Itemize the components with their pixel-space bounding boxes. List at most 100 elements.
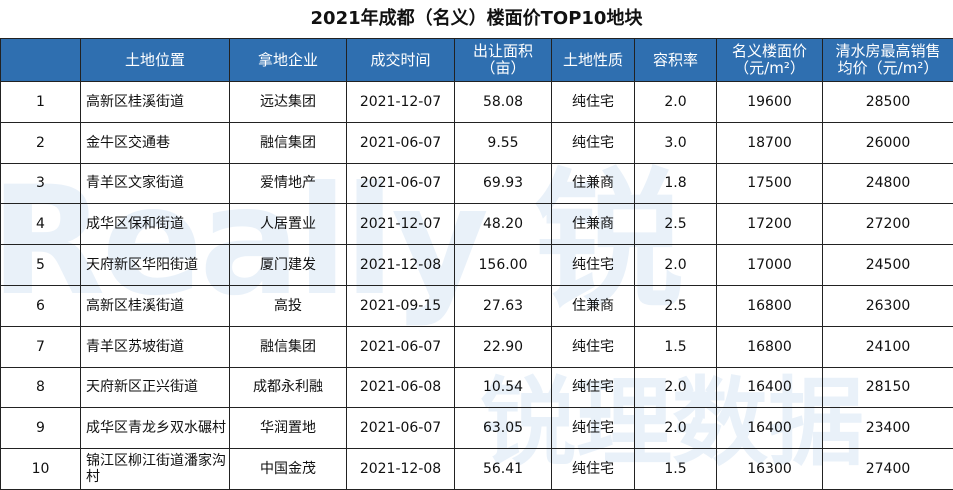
cell-floor-price: 17000 bbox=[716, 244, 823, 286]
cell-area: 69.93 bbox=[454, 162, 552, 205]
land-top10-table: 土地位置 拿地企业 成交时间 出让面积 （亩） 土地性质 容积率 名义楼面价 （元/m²） 清水房… bbox=[0, 38, 953, 490]
table-row: 2 金牛区交通巷 融信集团 2021-06-07 9.55 纯住宅 3.0 18700 2600… bbox=[0, 121, 953, 164]
cell-location: 成华区保和街道 bbox=[80, 203, 230, 246]
cell-land-type: 纯住宅 bbox=[551, 448, 635, 490]
cell-location: 成华区青龙乡双水碾村 bbox=[80, 407, 230, 450]
cell-plot-ratio: 2.0 bbox=[634, 407, 717, 450]
cell-deal-date: 2021-12-07 bbox=[346, 203, 455, 246]
header-index bbox=[0, 38, 81, 82]
cell-area: 10.54 bbox=[454, 366, 552, 409]
header-area: 出让面积 （亩） bbox=[454, 38, 552, 82]
cell-max-sale-price: 23400 bbox=[822, 407, 953, 450]
cell-deal-date: 2021-06-08 bbox=[346, 366, 455, 409]
cell-plot-ratio: 1.5 bbox=[634, 325, 717, 368]
cell-floor-price: 16800 bbox=[716, 325, 823, 368]
cell-index: 5 bbox=[0, 244, 81, 286]
cell-max-sale-price: 28500 bbox=[822, 81, 953, 123]
cell-location: 青羊区文家街道 bbox=[80, 162, 230, 205]
cell-deal-date: 2021-12-07 bbox=[346, 81, 455, 123]
cell-floor-price: 19600 bbox=[716, 81, 823, 123]
cell-index: 4 bbox=[0, 203, 81, 246]
cell-max-sale-price: 24500 bbox=[822, 244, 953, 286]
cell-developer: 爱情地产 bbox=[229, 162, 347, 205]
cell-max-sale-price: 26300 bbox=[822, 284, 953, 327]
table-row: 10 锦江区柳江街道潘家沟村 中国金茂 2021-12-08 56.41 纯住宅 1.5 16… bbox=[0, 448, 953, 490]
cell-developer: 融信集团 bbox=[229, 325, 347, 368]
cell-developer: 中国金茂 bbox=[229, 448, 347, 490]
cell-developer: 远达集团 bbox=[229, 81, 347, 123]
cell-area: 22.90 bbox=[454, 325, 552, 368]
cell-land-type: 住兼商 bbox=[551, 284, 635, 327]
cell-index: 8 bbox=[0, 366, 81, 409]
cell-deal-date: 2021-06-07 bbox=[346, 407, 455, 450]
cell-floor-price: 16300 bbox=[716, 448, 823, 490]
cell-deal-date: 2021-06-07 bbox=[346, 121, 455, 164]
cell-location: 天府新区正兴街道 bbox=[80, 366, 230, 409]
cell-floor-price: 17200 bbox=[716, 203, 823, 246]
cell-index: 10 bbox=[0, 448, 81, 490]
cell-max-sale-price: 27200 bbox=[822, 203, 953, 246]
cell-deal-date: 2021-12-08 bbox=[346, 244, 455, 286]
cell-area: 63.05 bbox=[454, 407, 552, 450]
cell-floor-price: 16400 bbox=[716, 366, 823, 409]
table-row: 5 天府新区华阳街道 厦门建发 2021-12-08 156.00 纯住宅 2.0 17000… bbox=[0, 244, 953, 286]
cell-plot-ratio: 2.0 bbox=[634, 81, 717, 123]
cell-plot-ratio: 2.0 bbox=[634, 366, 717, 409]
table-row: 9 成华区青龙乡双水碾村 华润置地 2021-06-07 63.05 纯住宅 2.0 1640… bbox=[0, 407, 953, 450]
cell-land-type: 纯住宅 bbox=[551, 407, 635, 450]
cell-deal-date: 2021-06-07 bbox=[346, 162, 455, 205]
table-row: 6 高新区桂溪街道 高投 2021-09-15 27.63 住兼商 2.5 16800 2630… bbox=[0, 284, 953, 327]
cell-land-type: 住兼商 bbox=[551, 162, 635, 205]
cell-max-sale-price: 28150 bbox=[822, 366, 953, 409]
cell-index: 1 bbox=[0, 81, 81, 123]
cell-developer: 高投 bbox=[229, 284, 347, 327]
cell-location: 金牛区交通巷 bbox=[80, 121, 230, 164]
cell-location: 青羊区苏坡街道 bbox=[80, 325, 230, 368]
cell-floor-price: 18700 bbox=[716, 121, 823, 164]
cell-plot-ratio: 3.0 bbox=[634, 121, 717, 164]
table-row: 7 青羊区苏坡街道 融信集团 2021-06-07 22.90 纯住宅 1.5 16800 24… bbox=[0, 325, 953, 368]
cell-developer: 华润置地 bbox=[229, 407, 347, 450]
cell-floor-price: 16800 bbox=[716, 284, 823, 327]
cell-area: 48.20 bbox=[454, 203, 552, 246]
cell-area: 58.08 bbox=[454, 81, 552, 123]
cell-deal-date: 2021-06-07 bbox=[346, 325, 455, 368]
cell-index: 3 bbox=[0, 162, 81, 205]
cell-plot-ratio: 1.5 bbox=[634, 448, 717, 490]
header-row: 土地位置 拿地企业 成交时间 出让面积 （亩） 土地性质 容积率 名义楼面价 （元/m²） 清水房… bbox=[0, 38, 953, 82]
cell-max-sale-price: 27400 bbox=[822, 448, 953, 490]
header-max-sale-price: 清水房最高销售 均价（元/m²） bbox=[822, 38, 953, 82]
table-row: 3 青羊区文家街道 爱情地产 2021-06-07 69.93 住兼商 1.8 17500 24… bbox=[0, 162, 953, 205]
cell-area: 56.41 bbox=[454, 448, 552, 490]
cell-land-type: 纯住宅 bbox=[551, 121, 635, 164]
cell-developer: 厦门建发 bbox=[229, 244, 347, 286]
cell-max-sale-price: 24800 bbox=[822, 162, 953, 205]
cell-location: 高新区桂溪街道 bbox=[80, 284, 230, 327]
cell-location: 高新区桂溪街道 bbox=[80, 81, 230, 123]
cell-area: 156.00 bbox=[454, 244, 552, 286]
cell-location: 锦江区柳江街道潘家沟村 bbox=[80, 448, 230, 490]
cell-index: 6 bbox=[0, 284, 81, 327]
cell-location: 天府新区华阳街道 bbox=[80, 244, 230, 286]
cell-floor-price: 17500 bbox=[716, 162, 823, 205]
header-deal-date: 成交时间 bbox=[346, 38, 455, 82]
table-row: 1 高新区桂溪街道 远达集团 2021-12-07 58.08 纯住宅 2.0 19600 28… bbox=[0, 81, 953, 123]
table-row: 8 天府新区正兴街道 成都永利融 2021-06-08 10.54 纯住宅 2.0 16400… bbox=[0, 366, 953, 409]
cell-land-type: 住兼商 bbox=[551, 203, 635, 246]
header-developer: 拿地企业 bbox=[229, 38, 347, 82]
cell-deal-date: 2021-12-08 bbox=[346, 448, 455, 490]
cell-max-sale-price: 26000 bbox=[822, 121, 953, 164]
header-location: 土地位置 bbox=[80, 38, 230, 82]
cell-developer: 融信集团 bbox=[229, 121, 347, 164]
cell-land-type: 纯住宅 bbox=[551, 81, 635, 123]
cell-plot-ratio: 2.5 bbox=[634, 284, 717, 327]
cell-developer: 成都永利融 bbox=[229, 366, 347, 409]
cell-plot-ratio: 2.0 bbox=[634, 244, 717, 286]
table-body: 1 高新区桂溪街道 远达集团 2021-12-07 58.08 纯住宅 2.0 19600 28… bbox=[0, 81, 953, 490]
table-row: 4 成华区保和街道 人居置业 2021-12-07 48.20 住兼商 2.5 17200 27… bbox=[0, 203, 953, 246]
header-floor-price: 名义楼面价 （元/m²） bbox=[716, 38, 823, 82]
cell-land-type: 纯住宅 bbox=[551, 366, 635, 409]
cell-area: 27.63 bbox=[454, 284, 552, 327]
cell-land-type: 纯住宅 bbox=[551, 244, 635, 286]
